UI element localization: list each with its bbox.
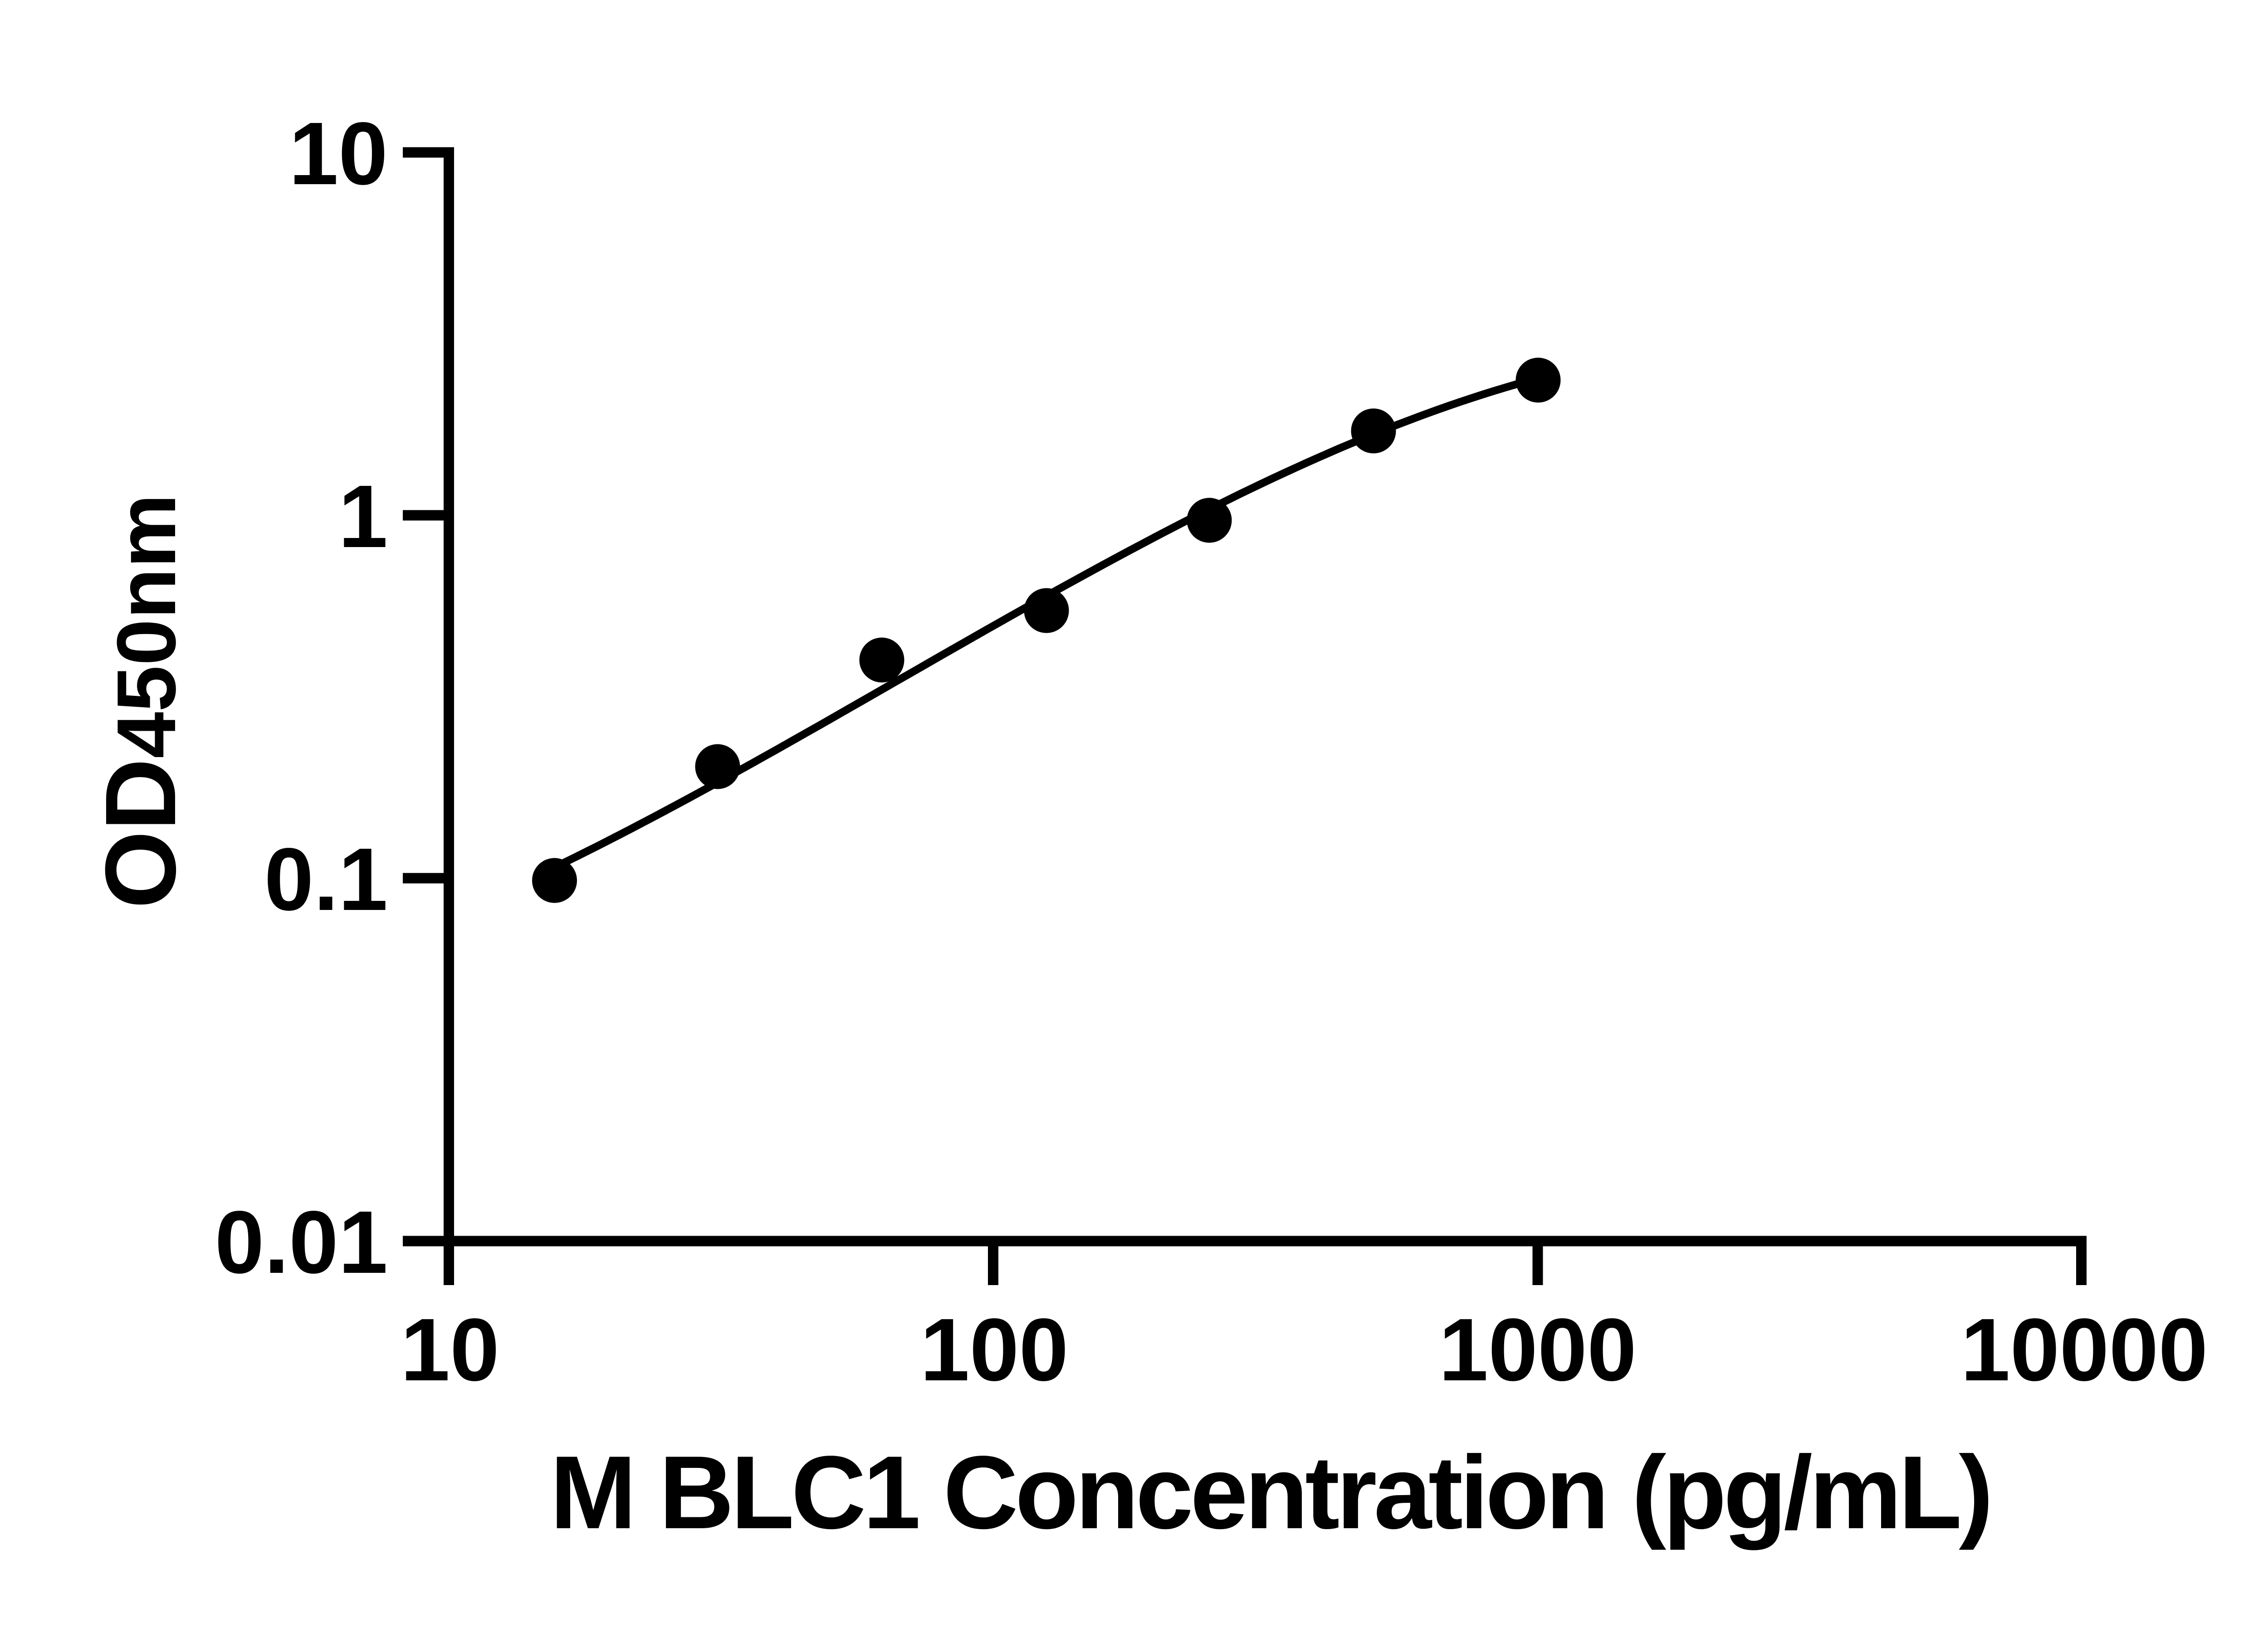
svg-text:1000: 1000: [1439, 1300, 1637, 1399]
svg-text:0.01: 0.01: [215, 1193, 388, 1292]
svg-text:100: 100: [920, 1300, 1068, 1399]
svg-text:0.1: 0.1: [264, 830, 388, 929]
svg-text:1: 1: [338, 467, 388, 566]
svg-text:10: 10: [401, 1300, 499, 1399]
svg-text:10: 10: [289, 104, 388, 203]
svg-text:OD450nm: OD450nm: [84, 494, 196, 909]
svg-text:M BLC1 Concentration (pg/mL): M BLC1 Concentration (pg/mL): [550, 1434, 1990, 1550]
svg-text:10000: 10000: [1960, 1300, 2208, 1399]
